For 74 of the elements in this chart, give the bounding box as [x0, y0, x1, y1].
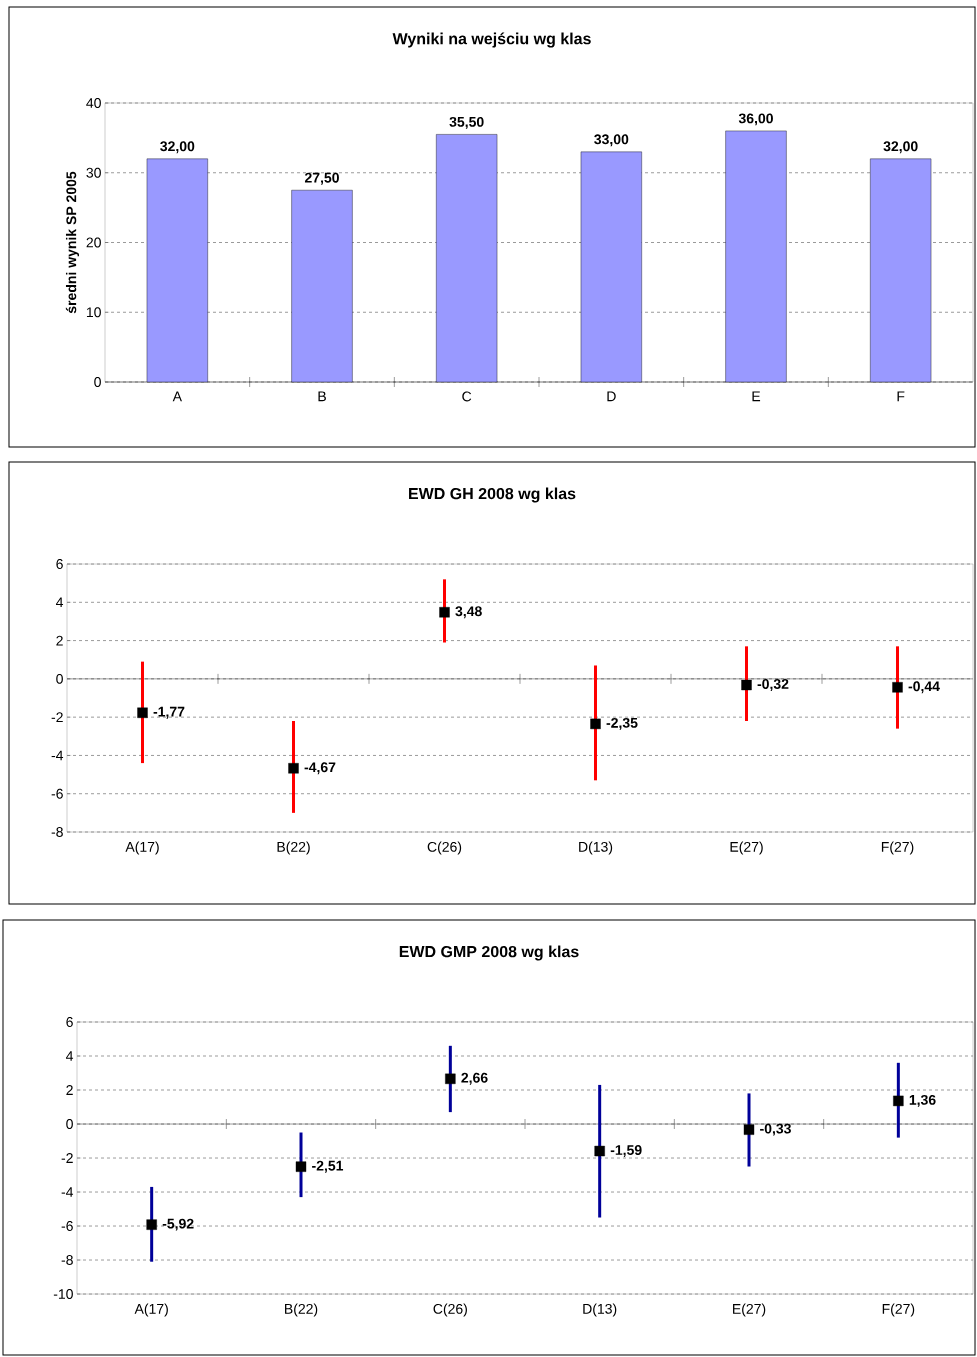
- y-tick-label: 40: [86, 98, 101, 108]
- data-label: -1,77: [153, 706, 185, 719]
- y-tick-label: -8: [61, 1255, 73, 1265]
- chart-title: EWD GH 2008 wg klas: [409, 487, 576, 503]
- data-label: -4,67: [304, 762, 336, 775]
- y-tick-label: 20: [86, 237, 101, 248]
- point: [590, 718, 601, 730]
- data-label: 27,50: [304, 172, 339, 185]
- y-tick-label: -10: [53, 1289, 73, 1299]
- data-label: 1,36: [909, 1094, 936, 1107]
- y-tick-label: 0: [56, 673, 63, 684]
- point: [743, 1124, 755, 1135]
- data-label: -2,51: [312, 1160, 344, 1173]
- point: [439, 607, 450, 618]
- y-tick-label: -4: [61, 1187, 74, 1197]
- x-tick-label: B(22): [277, 841, 310, 855]
- x-tick-label: A: [172, 391, 182, 402]
- point: [288, 763, 299, 774]
- data-label: -0,33: [760, 1123, 791, 1136]
- x-tick-label: D(13): [579, 841, 613, 855]
- data-label: 2,66: [461, 1072, 488, 1085]
- x-tick-label: D(13): [583, 1303, 617, 1317]
- point: [594, 1145, 605, 1157]
- x-tick-label: C(26): [427, 841, 462, 855]
- y-tick-label: 30: [86, 167, 101, 178]
- data-label: -5,92: [162, 1218, 194, 1231]
- x-tick-label: B(22): [285, 1303, 318, 1317]
- x-tick-label: D: [607, 391, 616, 402]
- x-tick-label: A(17): [134, 1303, 168, 1317]
- data-label: -2,35: [606, 717, 638, 730]
- data-label: -0,32: [757, 679, 789, 691]
- y-tick-label: -8: [51, 827, 63, 837]
- point: [295, 1161, 307, 1172]
- y-tick-label: 10: [86, 307, 101, 318]
- x-tick-label: F(27): [882, 1303, 915, 1317]
- y-tick-label: 4: [66, 1051, 74, 1061]
- y-tick-label: -2: [51, 712, 63, 723]
- x-tick-label: A(17): [125, 841, 159, 855]
- y-tick-label: -2: [61, 1153, 73, 1163]
- y-axis-title: średni wynik SP 2005: [65, 171, 80, 314]
- y-tick-label: 2: [66, 1085, 73, 1095]
- y-tick-label: 6: [56, 559, 63, 569]
- point: [741, 679, 752, 691]
- data-label: -0,44: [908, 681, 940, 694]
- data-label: 36,00: [738, 113, 773, 126]
- data-label: 32,00: [160, 141, 195, 154]
- data-label: 35,50: [449, 116, 484, 129]
- point: [893, 1095, 904, 1107]
- x-tick-label: E: [752, 391, 761, 402]
- x-tick-label: F(27): [881, 841, 914, 855]
- x-tick-label: B: [318, 391, 326, 402]
- data-label: 3,48: [455, 606, 482, 619]
- chart-title: Wyniki na wejściu wg klas: [392, 32, 591, 48]
- y-tick-label: -6: [51, 788, 63, 799]
- x-tick-label: C(26): [433, 1303, 467, 1317]
- y-tick-label: 2: [56, 635, 63, 646]
- point: [892, 682, 903, 693]
- y-tick-label: 6: [66, 1017, 73, 1027]
- x-tick-label: E(27): [730, 841, 763, 855]
- y-tick-label: 0: [94, 377, 101, 387]
- point: [146, 1219, 157, 1230]
- data-label: 33,00: [594, 134, 629, 147]
- data-label: -1,59: [610, 1145, 642, 1158]
- y-tick-label: 0: [66, 1119, 73, 1129]
- x-tick-label: F: [897, 391, 905, 402]
- point: [445, 1073, 456, 1084]
- y-tick-label: -6: [61, 1221, 73, 1231]
- point: [137, 707, 148, 718]
- y-tick-label: -4: [51, 750, 64, 761]
- x-tick-label: E(27): [733, 1303, 766, 1317]
- x-tick-label: C: [462, 391, 472, 402]
- chart-title: EWD GMP 2008 wg klas: [399, 945, 579, 961]
- y-tick-label: 4: [55, 597, 64, 608]
- data-label: 32,00: [883, 141, 918, 154]
